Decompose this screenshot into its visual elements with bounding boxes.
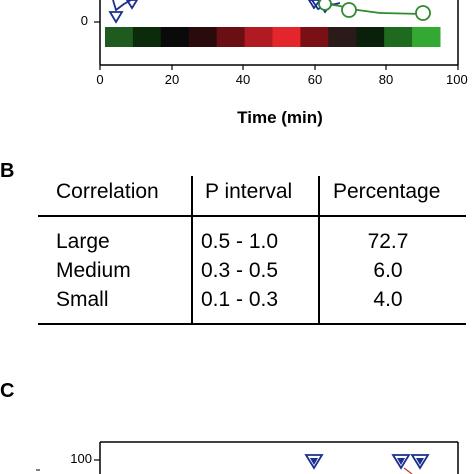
- table-cell-percentage: 6.0: [373, 259, 403, 282]
- color-bar-segment: [384, 27, 413, 47]
- table-column-divider: [318, 176, 320, 324]
- triangle-marker: [307, 0, 322, 10]
- color-bar-segment: [244, 27, 273, 47]
- panel-a-series-circles: [318, 0, 431, 21]
- panel-a-y-tick-label: 0: [80, 13, 88, 28]
- panel-a-x-axis-title: Time (min): [237, 108, 323, 127]
- color-bar-segment: [132, 27, 162, 47]
- triangle-marker: [108, 11, 124, 24]
- color-bar-segment: [272, 27, 301, 47]
- table-cell-percentage: 72.7: [367, 230, 409, 253]
- color-bar-segment: [300, 27, 329, 47]
- panel-a-plot: [94, 0, 459, 70]
- table-header-correlation: Correlation: [56, 180, 159, 203]
- panel-c-plot: [36, 441, 459, 474]
- color-bar-segment: [328, 27, 357, 47]
- panel-b-label: B: [0, 160, 15, 182]
- table-row: Medium: [56, 259, 131, 282]
- circle-marker: [341, 2, 357, 18]
- table-row: Small: [56, 288, 109, 311]
- panel-a-x-tick-label: 0: [96, 72, 104, 87]
- table-bottom-rule: [38, 323, 466, 325]
- table-header-p-interval: P interval: [205, 180, 293, 203]
- panel-c-label: C: [0, 380, 15, 402]
- table-cell-interval: 0.5 - 1.0: [201, 230, 279, 253]
- panel-a-series-triangles: [108, 0, 341, 24]
- panel-a-color-bar: [105, 27, 441, 47]
- color-bar-segment: [105, 27, 134, 47]
- panel-a-x-tick-label: 80: [378, 72, 394, 87]
- color-bar-segment: [412, 27, 441, 47]
- circle-marker: [318, 0, 332, 11]
- table-cell-interval: 0.3 - 0.5: [201, 259, 279, 282]
- panel-a-x-tick-label: 40: [235, 72, 251, 87]
- color-bar-segment: [356, 27, 385, 47]
- panel-a-x-tick-label: 60: [307, 72, 323, 87]
- table-header-percentage: Percentage: [333, 180, 441, 203]
- table-cell-percentage: 4.0: [373, 288, 403, 311]
- table-header-rule: [38, 215, 466, 217]
- panel-a-x-ticks: [99, 65, 459, 70]
- color-bar-segment: [216, 27, 246, 47]
- color-bar-segment: [188, 27, 218, 47]
- panel-a-x-tick-label: 100: [446, 72, 468, 87]
- triangle-marker: [125, 0, 139, 10]
- panel-c-y-tick-label: 100: [70, 451, 92, 466]
- panel-a-x-tick-label: 20: [164, 72, 180, 87]
- table-row: Large: [56, 230, 110, 253]
- circle-marker: [415, 5, 431, 21]
- table-cell-interval: 0.1 - 0.3: [201, 288, 279, 311]
- color-bar-segment: [160, 27, 190, 47]
- table-column-divider: [191, 176, 193, 324]
